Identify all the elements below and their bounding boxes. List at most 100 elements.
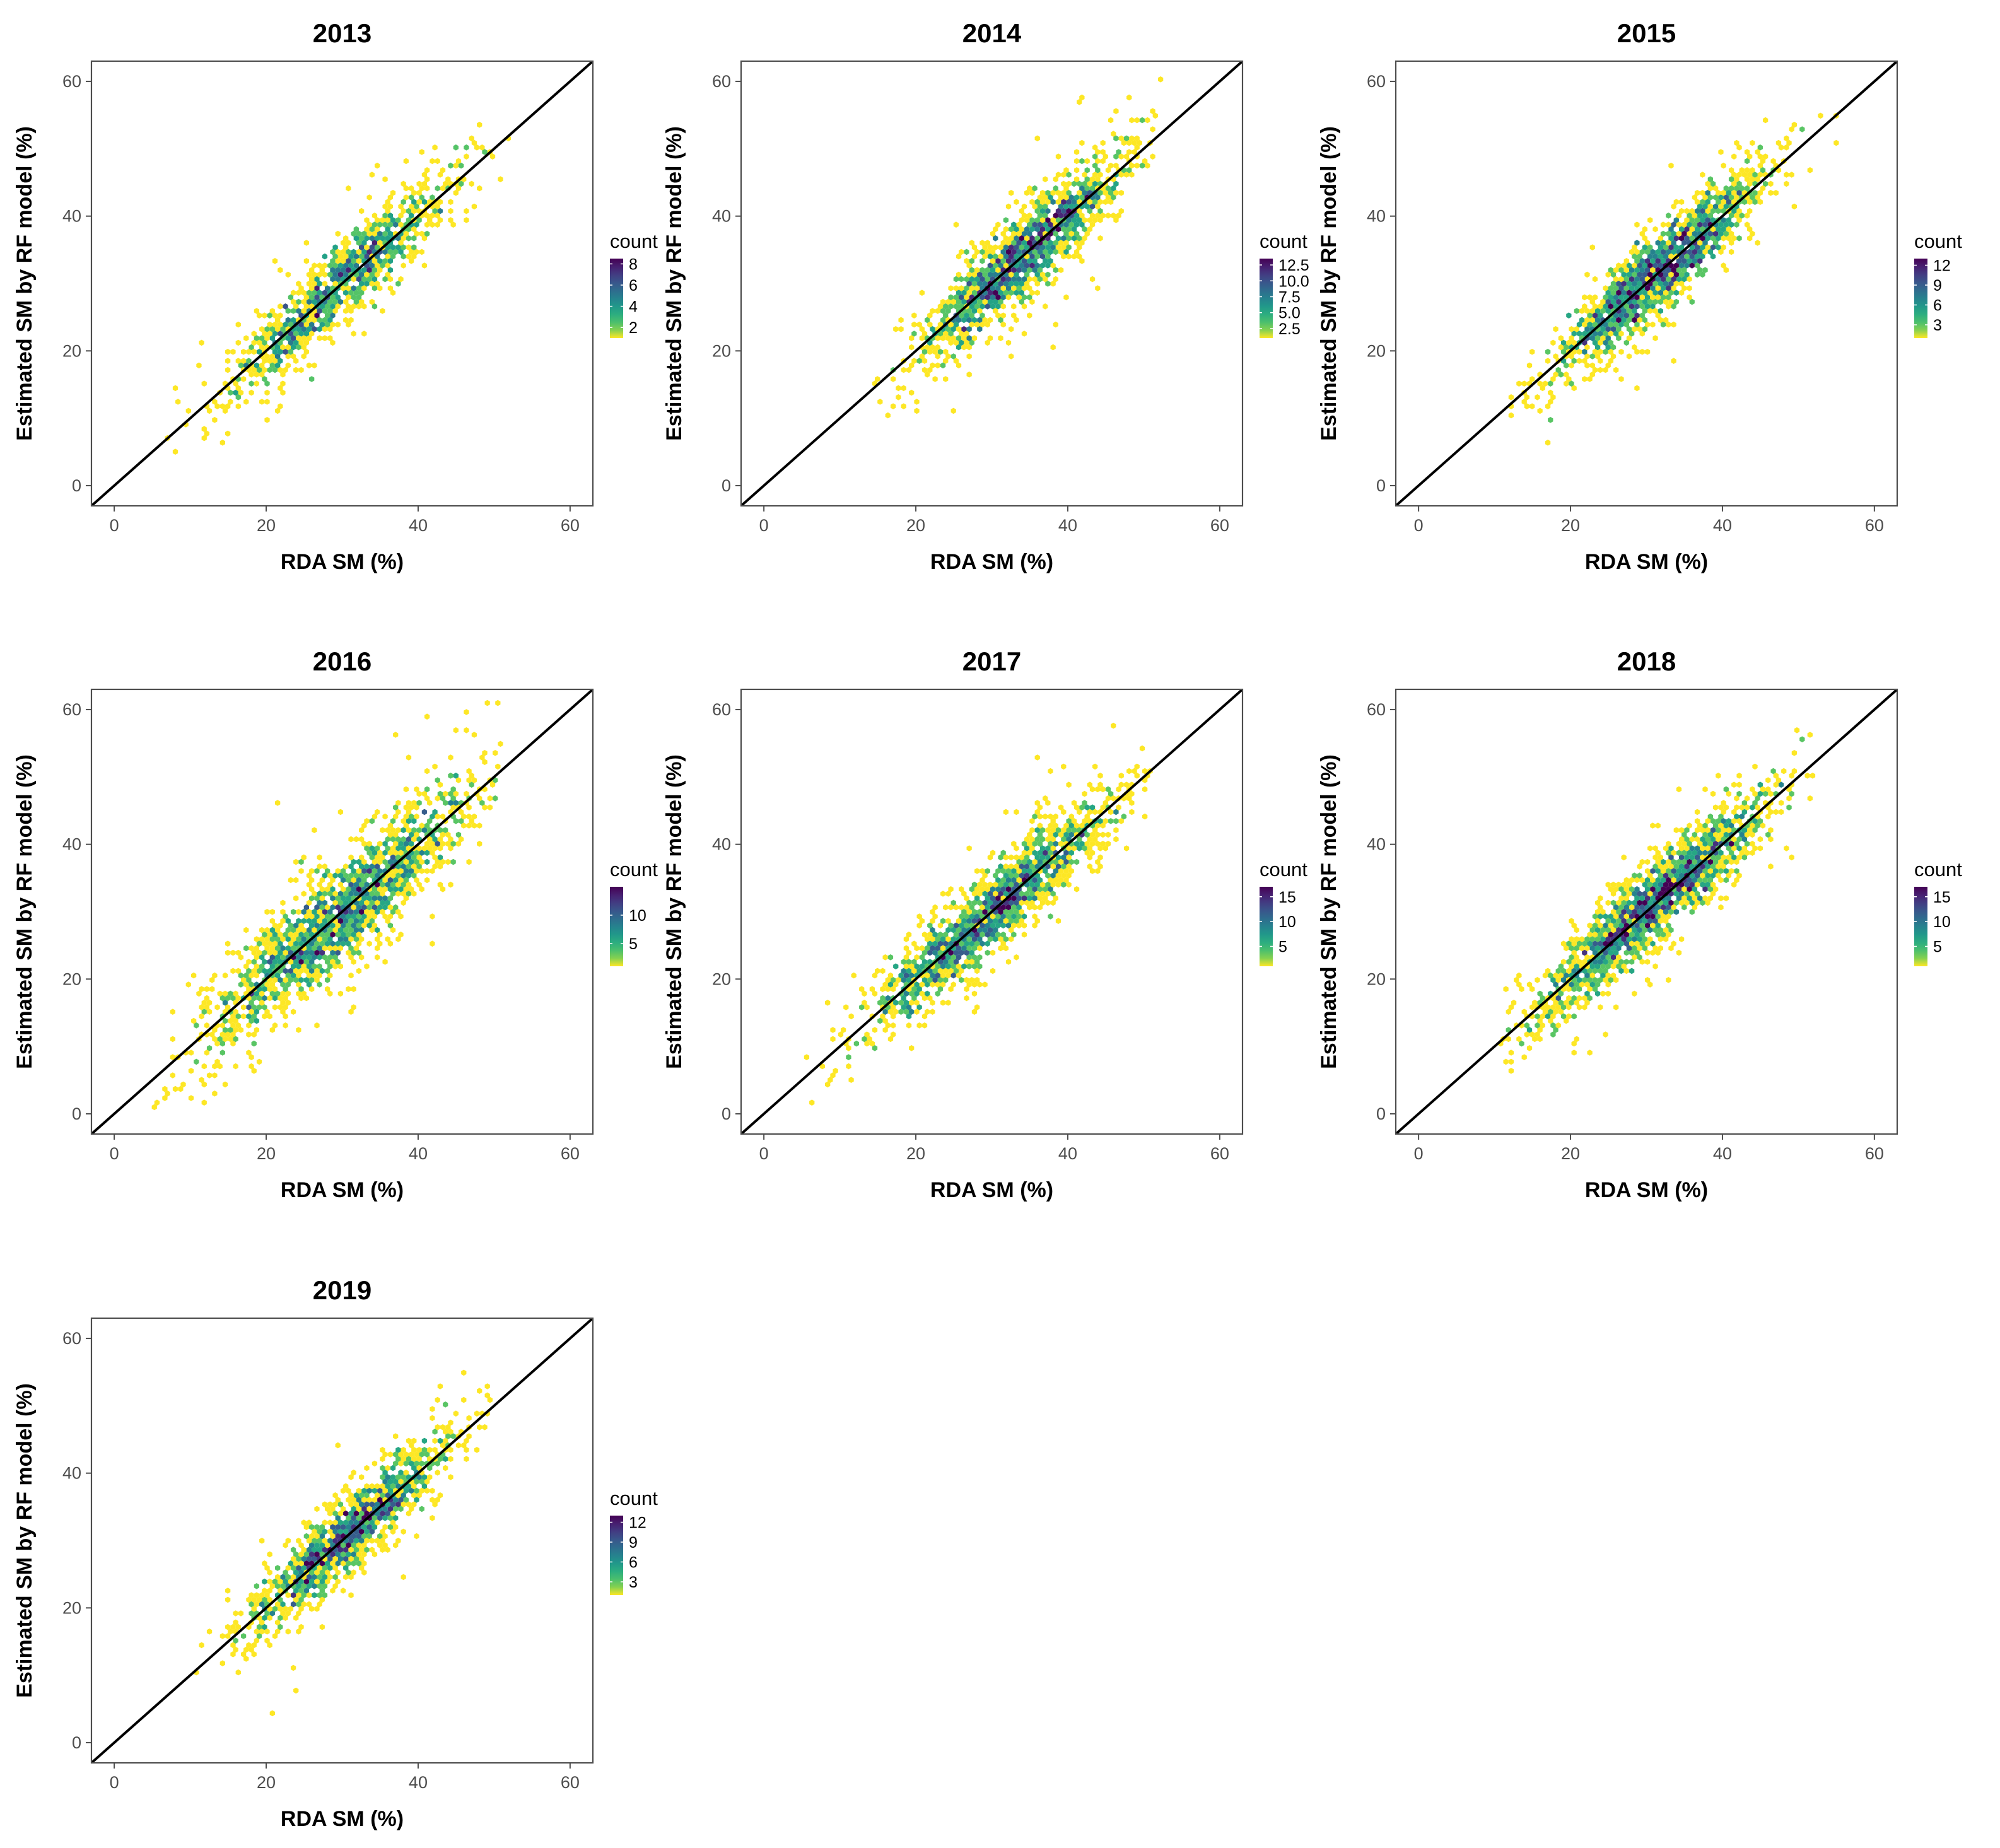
hexbin-cell [940,1000,946,1006]
hexbin-cell [1768,809,1774,816]
hexbin-cell [380,1547,385,1553]
hexbin-cell [403,822,409,829]
hexbin-cell [175,399,181,405]
hexbin-cell [1011,285,1017,291]
hexbin-cell [1702,822,1708,829]
hexbin-cell [1043,176,1048,182]
hexbin-cell [337,1547,344,1553]
hexbin-cell [343,262,349,269]
hexbin-cell [1684,854,1690,861]
hexbin-cell [1613,913,1619,920]
hexbin-cell [437,881,443,888]
hexbin-cell [1700,899,1705,906]
hexbin-cell [204,1004,210,1010]
hexbin-cell [943,904,949,911]
hexbin-cell [1626,317,1632,324]
hexbin-cell [1079,240,1085,246]
hexbin-cell [1009,326,1014,332]
hexbin-cell [371,858,378,865]
hexbin-cell [1605,335,1611,341]
hexbin-cell [283,977,288,983]
hexbin-cell [1073,240,1080,246]
hexbin-cell [1650,294,1656,301]
hexbin-cell [450,221,456,228]
hexbin-cell [361,230,367,237]
hexbin-cell [235,385,241,392]
hexbin-cell [172,385,178,392]
hexbin-cell [914,954,920,961]
hexbin-cell [1692,850,1698,856]
hexbin-cell [956,945,962,952]
hexbin-cell [340,1551,346,1558]
hexbin-cell [278,303,283,310]
hexbin-cell [288,339,294,346]
hexbin-cell [314,895,320,901]
one-to-one-line [91,61,593,506]
hexbin-cell [1818,112,1823,119]
hexbin-cell [369,1501,375,1507]
hexbin-cell [1658,945,1664,952]
hexbin-cell [1600,326,1606,332]
hexbin-cell [1029,845,1035,851]
hexbin-cell [371,886,378,892]
hexbin-cell [283,1022,288,1029]
hexbin-cell [1623,276,1629,283]
hexbin-cell [469,773,474,779]
hexbin-cell [319,1578,325,1585]
hexbin-cell [1029,199,1035,205]
hexbin-cell [1100,213,1106,219]
legend-label: 3 [1933,317,1942,334]
hexbin-cell [1666,895,1671,901]
hexbin-cell [416,790,422,797]
hexbin-cell [1039,217,1046,223]
hexbin-cell [421,1483,428,1490]
hexbin-cell [395,872,401,879]
hexbin-cell [466,777,472,783]
hexbin-cell [298,1551,304,1558]
hexbin-cell [254,963,260,969]
hexbin-cell [1571,1050,1577,1056]
hexbin-cell [945,1000,951,1006]
hexbin-cell [1087,217,1093,223]
hexbin-cell [393,804,399,810]
hexbin-cell [956,253,962,260]
hexbin-cell [254,990,260,997]
hexbin-cell [382,203,388,210]
hexbin-cell [990,932,996,938]
hexbin-cell [1721,162,1726,169]
hexbin-cell [440,841,446,847]
hexbin-cell [1584,271,1590,278]
hexbin-cell [1011,841,1017,847]
hexbin-cell [435,795,440,802]
hexbin-cell [1071,845,1077,851]
hexbin-cell [914,399,920,405]
hexbin-cell [1650,285,1656,291]
hexbin-cell [301,909,307,915]
hexbin-cell [890,1031,896,1038]
hexbin-cell [259,990,265,997]
hexbin-cell [1637,262,1642,269]
hexbin-cell [298,858,304,865]
hexbin-cell [1526,1027,1533,1033]
hexbin-cell [1508,1004,1514,1010]
hexbin-cell [1644,294,1651,301]
hexbin-cell [293,366,299,373]
hexbin-cell [317,854,322,861]
hexbin-cell [985,267,990,273]
hexbin-cell [406,845,412,851]
hexbin-cell [1592,940,1598,947]
hexbin-cell [1587,312,1593,319]
legend-title: count [610,230,658,252]
hexbin-cell [1687,858,1692,865]
hexbin-cell [267,312,272,319]
hexbin-cell [280,954,286,961]
hexbin-cell [450,786,456,793]
hexbin-cell [906,932,912,938]
hexbin-cell [351,904,356,911]
hexbin-cell [298,995,304,1002]
hexbin-cell [482,804,488,810]
hexbin-cell [364,1547,370,1553]
hexbin-cell [369,1483,375,1490]
hexbin-cell [309,968,315,974]
hexbin-cell [296,972,301,979]
